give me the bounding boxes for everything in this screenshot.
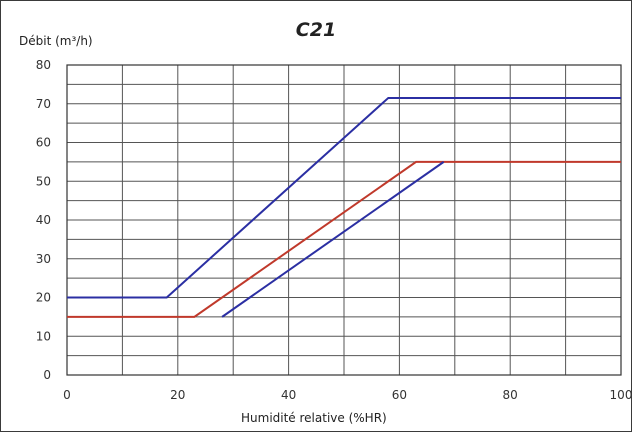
series-line-3 (221, 161, 445, 318)
plot-border (66, 64, 622, 376)
x-tick-label: 80 (503, 388, 518, 402)
x-tick-label: 40 (281, 388, 296, 402)
y-axis-title: Débit (m³/h) (19, 34, 93, 48)
series-line-2 (67, 160, 621, 318)
y-tick-label: 0 (43, 368, 51, 382)
x-tick-label: 20 (170, 388, 185, 402)
y-tick-label: 20 (36, 291, 51, 305)
y-tick-label: 40 (36, 213, 51, 227)
y-tick-label: 10 (36, 329, 51, 343)
y-tick-label: 80 (36, 58, 51, 72)
x-tick-label: 0 (63, 388, 71, 402)
chart-title: C21 (295, 19, 337, 41)
series-line-1 (67, 96, 621, 299)
x-tick-label: 60 (392, 388, 407, 402)
y-tick-label: 50 (36, 174, 51, 188)
x-tick-label: 100 (610, 388, 632, 402)
y-tick-label: 60 (36, 136, 51, 150)
x-axis-title: Humidité relative (%HR) (241, 411, 387, 425)
y-tick-label: 70 (36, 97, 51, 111)
y-tick-label: 30 (36, 252, 51, 266)
